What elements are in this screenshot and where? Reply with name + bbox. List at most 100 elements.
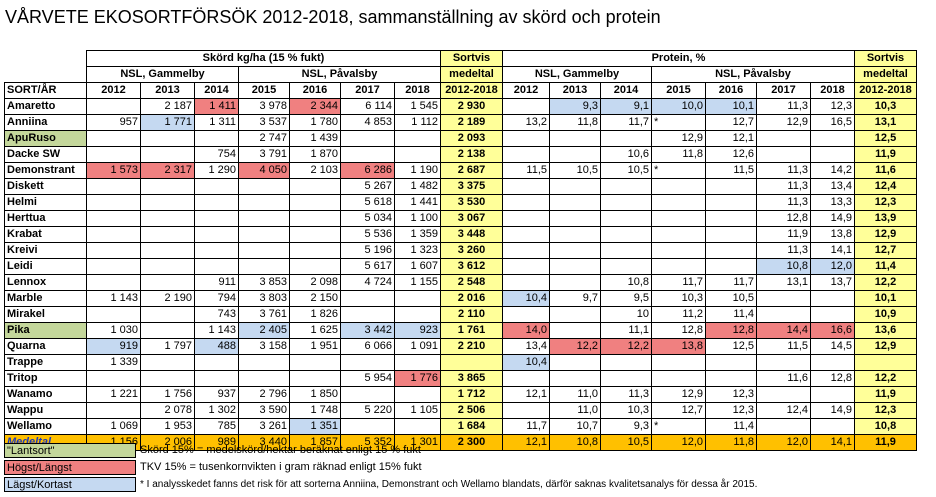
variety-name: Wanamo xyxy=(4,386,87,403)
yield-cell xyxy=(140,194,195,211)
legend-swatch: Högst/Längst xyxy=(4,460,136,475)
yield-average-cell: 2 093 xyxy=(440,130,503,147)
yield-cell: 1 776 xyxy=(394,370,441,387)
yield-cell: 2 187 xyxy=(140,98,195,115)
yield-cell xyxy=(86,242,141,259)
protein-cell xyxy=(549,370,601,387)
protein-cell xyxy=(810,354,855,371)
medeltal-header-protein: medeltal xyxy=(854,66,917,83)
yield-cell: 2 078 xyxy=(140,402,195,419)
sortvis-years-header: 2012-2018 xyxy=(854,82,917,99)
protein-cell: 13,2 xyxy=(502,114,550,131)
variety-name: Trappe xyxy=(4,354,87,371)
yield-cell: 1 100 xyxy=(394,210,441,227)
variety-name: Diskett xyxy=(4,178,87,195)
legend-swatch: Lägst/Kortast xyxy=(4,477,136,492)
protein-average-cell: 12,3 xyxy=(854,402,917,419)
protein-cell: 14,5 xyxy=(810,338,855,355)
protein-cell: 11,8 xyxy=(549,114,601,131)
yield-average-cell: 3 448 xyxy=(440,226,503,243)
protein-cell: 11,5 xyxy=(502,162,550,179)
protein-cell xyxy=(502,210,550,227)
protein-cell xyxy=(600,370,652,387)
yield-cell: 4 853 xyxy=(340,114,395,131)
yield-cell: 1 870 xyxy=(289,146,341,163)
yield-cell: 5 618 xyxy=(340,194,395,211)
yield-cell: 1 155 xyxy=(394,274,441,291)
yield-cell: 1 748 xyxy=(289,402,341,419)
yield-cell xyxy=(86,178,141,195)
yield-average-cell: 2 548 xyxy=(440,274,503,291)
yield-cell xyxy=(86,370,141,387)
yield-protein-table: Skörd kg/ha (15 % fukt) Sortvis Protein,… xyxy=(4,50,917,451)
protein-cell: 11,3 xyxy=(756,98,811,115)
protein-cell: 11,6 xyxy=(756,370,811,387)
year-header: 2012 xyxy=(502,82,550,99)
yield-cell: 1 771 xyxy=(140,114,195,131)
protein-cell: 10,1 xyxy=(705,98,757,115)
yield-cell: 1 290 xyxy=(194,162,239,179)
protein-cell xyxy=(651,178,706,195)
legend-note: Skörd 15% = medelskörd/hektar beräknat e… xyxy=(140,444,421,456)
protein-average-cell: 11,9 xyxy=(854,434,917,451)
year-header: 2014 xyxy=(600,82,652,99)
yield-cell xyxy=(194,130,239,147)
protein-cell xyxy=(651,258,706,275)
protein-average-cell: 13,1 xyxy=(854,114,917,131)
yield-cell xyxy=(340,306,395,323)
yield-cell: 1 482 xyxy=(394,178,441,195)
protein-cell: 12,9 xyxy=(651,386,706,403)
protein-cell xyxy=(549,178,601,195)
protein-average-cell: 12,7 xyxy=(854,242,917,259)
table-row: Dacke SW 754 3 791 1 870 2 138 10,6 11,8 12,6 11… xyxy=(4,146,917,163)
protein-cell xyxy=(549,274,601,291)
yield-cell: 5 196 xyxy=(340,242,395,259)
year-header: 2015 xyxy=(651,82,706,99)
yield-cell xyxy=(140,130,195,147)
protein-cell xyxy=(756,306,811,323)
protein-cell xyxy=(600,354,652,371)
yield-cell xyxy=(194,178,239,195)
year-header: 2017 xyxy=(340,82,395,99)
legend-note: * I analysskedet fanns det risk för att … xyxy=(140,479,758,490)
yield-cell xyxy=(86,210,141,227)
protein-cell: 12,1 xyxy=(502,434,550,451)
year-header: 2018 xyxy=(810,82,855,99)
yield-cell xyxy=(238,258,290,275)
yield-cell: 2 344 xyxy=(289,98,341,115)
protein-cell xyxy=(651,194,706,211)
yield-cell: 4 724 xyxy=(340,274,395,291)
protein-cell: 10,3 xyxy=(600,402,652,419)
yield-average-cell: 2 189 xyxy=(440,114,503,131)
yield-average-cell: 2 300 xyxy=(440,434,503,451)
protein-cell xyxy=(705,210,757,227)
yield-cell xyxy=(140,322,195,339)
table-row: Wappu 2 078 1 302 3 590 1 748 5 220 1 105 2 506… xyxy=(4,402,917,419)
protein-cell: 11,5 xyxy=(705,162,757,179)
protein-cell: 11,2 xyxy=(651,306,706,323)
yield-average-cell: 1 761 xyxy=(440,322,503,339)
variety-name: Amaretto xyxy=(4,98,87,115)
protein-cell: 14,4 xyxy=(756,322,811,339)
yield-cell xyxy=(340,418,395,435)
protein-cell: 11,3 xyxy=(600,386,652,403)
protein-cell xyxy=(810,146,855,163)
protein-cell: 10,4 xyxy=(502,290,550,307)
yield-average-cell: 3 530 xyxy=(440,194,503,211)
yield-cell xyxy=(394,290,441,307)
protein-cell xyxy=(705,354,757,371)
protein-cell xyxy=(651,210,706,227)
protein-cell: 12,6 xyxy=(705,146,757,163)
yield-cell xyxy=(238,242,290,259)
protein-cell: 13,4 xyxy=(502,338,550,355)
protein-cell xyxy=(705,226,757,243)
protein-cell: * xyxy=(651,418,706,435)
page-title: VÅRVETE EKOSORTFÖRSÖK 2012-2018, sammans… xyxy=(5,7,661,27)
protein-cell xyxy=(549,194,601,211)
protein-average-cell: 13,9 xyxy=(854,210,917,227)
yield-cell: 5 954 xyxy=(340,370,395,387)
protein-cell xyxy=(549,130,601,147)
yield-cell xyxy=(86,258,141,275)
table-row: Krabat 5 536 1 359 3 448 11,9 13,8 12,9 xyxy=(4,226,917,243)
yield-cell xyxy=(394,354,441,371)
